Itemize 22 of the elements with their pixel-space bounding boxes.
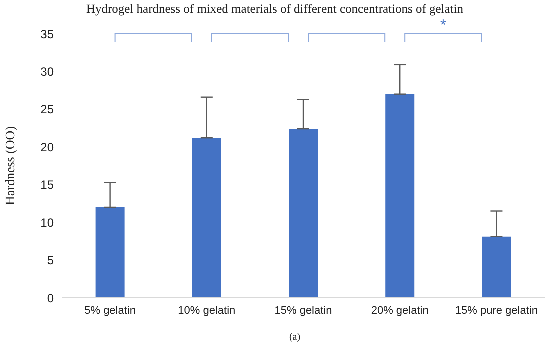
bar — [386, 94, 415, 298]
bar — [96, 207, 125, 298]
x-tick-label: 15% gelatin — [274, 304, 332, 317]
y-tick-label: 30 — [40, 64, 54, 79]
x-tick-label: 20% gelatin — [371, 304, 429, 317]
x-tick-label: 10% gelatin — [178, 304, 236, 317]
y-tick-label: 35 — [40, 27, 54, 42]
x-tick-label: 5% gelatin — [84, 304, 136, 317]
text: (a) — [289, 332, 301, 343]
y-tick-label: 10 — [40, 216, 54, 230]
chart-title: Hydrogel hardness of mixed materials of different concentrations of gelatin — [85, 2, 465, 17]
y-tick-label: 0 — [47, 291, 54, 306]
bar — [482, 236, 512, 298]
text: * — [440, 17, 446, 34]
x-tick-label: 15% pure gelatin — [455, 304, 538, 317]
bar — [289, 129, 318, 298]
y-tick-label: 5 — [47, 254, 54, 268]
bar — [192, 138, 222, 298]
y-tick-label: 20 — [40, 140, 54, 154]
y-axis-title: Hardness (OO) — [2, 126, 18, 206]
y-tick-label: 25 — [40, 102, 54, 117]
y-tick-label: 15 — [40, 178, 54, 192]
